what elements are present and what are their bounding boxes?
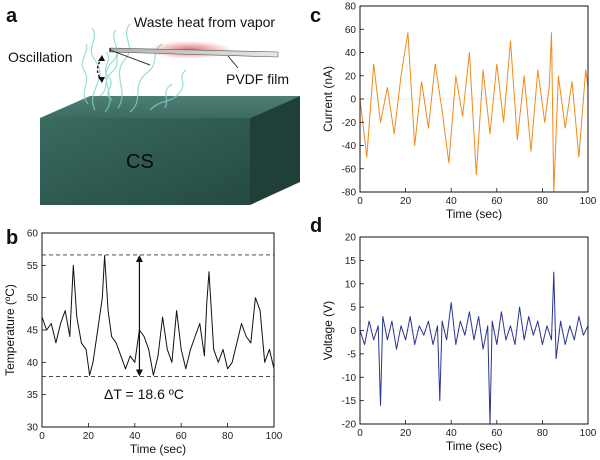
y-axis-label: Voltage (V): [321, 301, 335, 360]
y-tick-label: 80: [345, 2, 357, 13]
y-tick-label: 5: [350, 303, 356, 314]
y-tick-label: 20: [345, 71, 357, 82]
cs-block: CS: [40, 96, 300, 205]
panel-letter-d: d: [310, 215, 322, 237]
vapor-plume: [81, 23, 187, 113]
y-axis-label: Temperature (ºC): [3, 284, 17, 376]
oscillation-label: Oscillation: [8, 49, 73, 65]
y-tick-label: 0: [350, 326, 356, 337]
y-tick-label: 40: [345, 48, 357, 59]
film-deflected: [109, 49, 151, 66]
panel-a: a CS Waste heat: [6, 5, 300, 205]
y-tick-label: 20: [345, 233, 357, 244]
film-label-leader: [227, 55, 239, 69]
waste-heat-label: Waste heat from vapor: [134, 14, 275, 30]
series-line: [359, 32, 589, 193]
x-tick-label: 80: [222, 431, 234, 442]
y-axis-label: Current (nA): [321, 66, 335, 132]
x-tick-label: 60: [491, 196, 503, 207]
y-tick-label: 40: [27, 358, 39, 369]
x-tick-label: 20: [83, 431, 95, 442]
x-axis-label: Time (sec): [130, 442, 186, 456]
x-tick-label: 40: [446, 428, 458, 439]
x-tick-label: 80: [537, 428, 549, 439]
pvdf-film-label: PVDF film: [226, 71, 289, 87]
series-line: [41, 255, 275, 376]
y-tick-label: 60: [345, 25, 357, 36]
y-tick-label: 30: [27, 423, 39, 434]
panel-c: c 0 20 40 60 80 100 -80 -60 -40 -20 0 20 40 60 80 Time …: [310, 2, 597, 222]
cs-label: CS: [126, 151, 154, 173]
x-axis-label: Time (sec): [446, 439, 502, 453]
x-axis-label: Time (sec): [446, 207, 502, 221]
y-tick-label: 15: [345, 256, 357, 267]
y-tick-label: -15: [342, 396, 357, 407]
y-tick-label: -20: [342, 118, 357, 129]
series-line: [359, 271, 589, 425]
x-tick-label: 20: [400, 196, 412, 207]
x-tick-label: 0: [39, 431, 45, 442]
delta-t-arrowhead-up: [135, 254, 143, 262]
x-tick-label: 0: [357, 196, 363, 207]
x-tick-label: 0: [357, 428, 363, 439]
x-tick-label: 60: [176, 431, 188, 442]
temperature-chart: ΔT = 18.6 ºC0 20 40 60 80 10030354045505560Ti…: [3, 229, 283, 457]
current-chart: 0 20 40 60 80 100 -80 -60 -40 -20 0 20 40 60 80 Time (s…: [321, 2, 597, 222]
x-tick-label: 100: [266, 431, 283, 442]
panel-b: b ΔT = 18.6 ºC 0 20 40 60 80 100 30 35 40 45 50 55 60…: [3, 227, 283, 456]
y-tick-label: 55: [27, 261, 39, 272]
cs-block-side: [250, 96, 300, 205]
x-tick-label: 40: [129, 431, 141, 442]
y-tick-label: -40: [342, 141, 357, 152]
y-tick-label: 10: [345, 279, 357, 290]
panel-letter-a: a: [6, 5, 18, 27]
y-tick-label: 60: [27, 229, 39, 240]
panel-letter-b: b: [6, 227, 18, 249]
x-tick-label: 80: [537, 196, 549, 207]
x-tick-label: 100: [580, 428, 597, 439]
y-tick-label: -5: [347, 349, 356, 360]
y-tick-label: 0: [350, 95, 356, 106]
x-tick-label: 40: [446, 196, 458, 207]
x-tick-label: 60: [491, 428, 503, 439]
y-tick-label: 35: [27, 390, 39, 401]
y-tick-label: -20: [342, 420, 357, 431]
y-tick-label: -60: [342, 164, 357, 175]
delta-t-annotation: ΔT = 18.6 ºC: [104, 386, 184, 402]
cs-block-top: [40, 96, 300, 118]
x-tick-label: 20: [400, 428, 412, 439]
oscillation-arrowhead-up: [98, 55, 105, 61]
y-tick-label: -10: [342, 373, 357, 384]
y-tick-label: 50: [27, 293, 39, 304]
panel-letter-c: c: [310, 5, 321, 27]
cs-block-front: [40, 118, 250, 205]
oscillation-arrowhead-down: [98, 77, 105, 83]
y-tick-label: -80: [342, 188, 357, 199]
x-tick-label: 100: [580, 196, 597, 207]
delta-t-arrowhead-down: [135, 369, 143, 377]
panel-d: d 0 20 40 60 80 100 -20 -15 -10 -5 0 5 10 15 20 Time (s…: [310, 215, 597, 453]
y-tick-label: 45: [27, 326, 39, 337]
voltage-chart: 0 20 40 60 80 100 -20 -15 -10 -5 0 5 10 15 20 Time (sec…: [321, 233, 597, 454]
